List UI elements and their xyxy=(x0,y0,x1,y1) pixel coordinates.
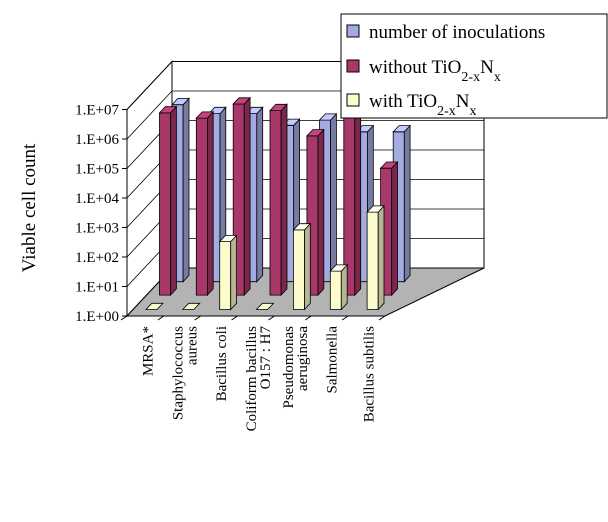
y-axis-label: Viable cell count xyxy=(19,143,40,272)
bar xyxy=(292,222,312,311)
category-tick xyxy=(231,315,238,321)
bar xyxy=(342,110,362,297)
y-tick-label: 1.E+02 xyxy=(75,250,119,266)
category-tick xyxy=(120,315,128,321)
bar xyxy=(269,103,288,297)
category-tick xyxy=(157,315,165,321)
bar xyxy=(366,204,385,311)
y-tick-label: 1.E+03 xyxy=(75,221,119,237)
bar xyxy=(145,302,164,310)
bar xyxy=(329,263,349,311)
legend-label-inoculations: number of inoculations xyxy=(369,22,545,43)
legend-box xyxy=(340,13,608,119)
category-tick xyxy=(341,315,349,321)
bars xyxy=(145,96,412,311)
svg-text:Pseudomonas: Pseudomonas xyxy=(281,326,297,409)
category-label: Bacillus subtilis xyxy=(362,326,378,422)
category-label: Bacillus coli xyxy=(214,326,230,401)
legend-swatch-with xyxy=(346,93,360,107)
category-tick xyxy=(305,315,312,321)
category-label: Salmonella xyxy=(325,326,341,394)
y-tick-label: 1.E+04 xyxy=(75,191,119,207)
legend-swatch-inoculations xyxy=(346,24,360,38)
legend: number of inoculations without TiO2-xNx … xyxy=(340,13,608,119)
svg-text:aeruginosa: aeruginosa xyxy=(295,326,311,391)
bar xyxy=(181,302,201,310)
svg-text:aureus: aureus xyxy=(184,326,200,365)
category-tick xyxy=(268,315,275,321)
y-tick-label: 1.E+05 xyxy=(75,162,119,178)
svg-text:Coliform bacillus: Coliform bacillus xyxy=(244,326,260,432)
bar xyxy=(195,110,215,297)
y-tick-label: 1.E+06 xyxy=(75,132,119,148)
legend-swatch-without xyxy=(346,59,360,73)
y-axis-ticks: 1.E+00 1.E+01 1.E+02 1.E+03 1.E+04 1.E+05 1.E+… xyxy=(75,103,127,325)
bar xyxy=(158,105,178,297)
category-label: MRSA* xyxy=(140,326,156,376)
bar xyxy=(255,302,275,310)
svg-text:MRSA*: MRSA* xyxy=(140,326,156,376)
category-tick xyxy=(378,315,386,321)
svg-text:Salmonella: Salmonella xyxy=(325,326,341,394)
category-tick xyxy=(194,315,201,321)
svg-text:O157 : H7: O157 : H7 xyxy=(258,326,274,390)
y-tick-label: 1.E+01 xyxy=(75,280,119,296)
svg-text:Bacillus coli: Bacillus coli xyxy=(214,326,230,401)
svg-text:Staphylococcus: Staphylococcus xyxy=(170,326,186,420)
svg-text:Bacillus subtilis: Bacillus subtilis xyxy=(362,326,378,422)
bar xyxy=(218,234,238,311)
y-tick-label: 1.E+00 xyxy=(75,309,119,325)
y-tick-label: 1.E+07 xyxy=(75,103,119,119)
